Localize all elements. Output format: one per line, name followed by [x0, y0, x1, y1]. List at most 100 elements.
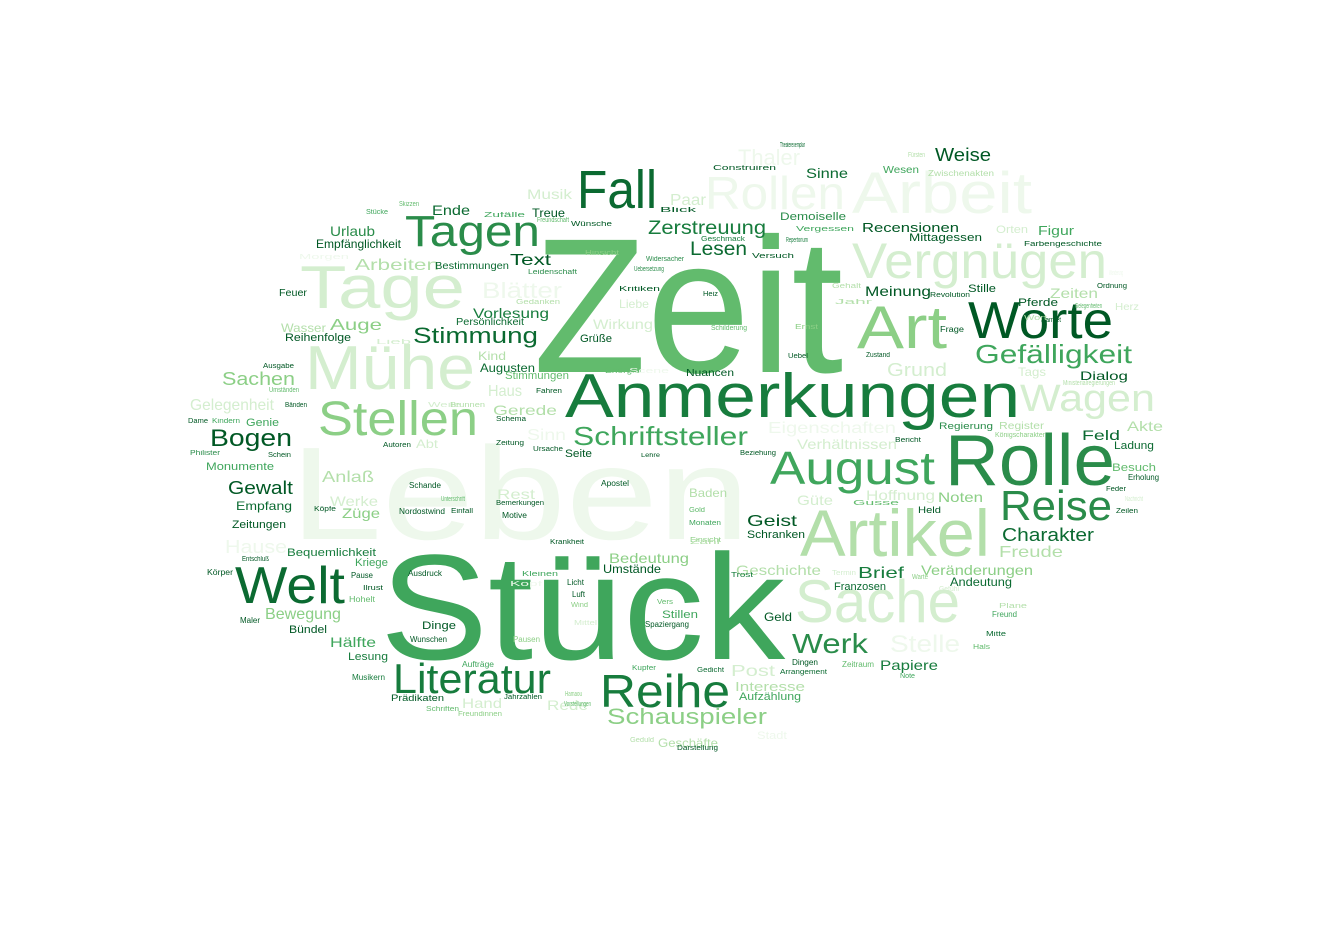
cloud-word: Rest	[497, 486, 536, 502]
cloud-word: Geld	[764, 610, 792, 624]
cloud-word: Arbeit	[852, 161, 1033, 226]
cloud-word: Tage	[300, 254, 465, 321]
cloud-word: Mitte	[986, 631, 1006, 638]
cloud-word: Augusten	[480, 361, 535, 375]
cloud-word: Seite	[565, 448, 593, 460]
cloud-word: Gedanken	[516, 299, 561, 306]
cloud-word: Genie	[246, 417, 279, 429]
cloud-word: Wünsche	[571, 221, 613, 228]
cloud-word: Hause	[225, 537, 288, 557]
cloud-word: Stille	[968, 283, 996, 295]
cloud-word: Kleinen	[522, 571, 558, 578]
cloud-word: Gedicht	[697, 667, 724, 674]
cloud-word: Umstände	[603, 562, 661, 576]
cloud-word: Bewegung	[265, 606, 342, 623]
cloud-word: Kupfer	[632, 665, 657, 672]
cloud-word: Stücke	[366, 209, 389, 216]
cloud-word: Termin	[832, 570, 856, 577]
cloud-word: Mittel	[574, 620, 597, 627]
cloud-word: Zeitung	[496, 440, 525, 447]
cloud-word: Gehalt	[832, 283, 861, 290]
cloud-word: Construiren	[713, 165, 777, 172]
cloud-word: Einfall	[451, 508, 473, 515]
cloud-word: Wanderung	[1109, 270, 1124, 277]
cloud-word: Thaler	[738, 145, 800, 170]
cloud-word: Gerede	[493, 402, 557, 418]
cloud-word: Versuch	[752, 253, 794, 260]
cloud-word: Philister	[190, 450, 221, 457]
cloud-word: Feuer	[279, 288, 308, 299]
cloud-word: Auge	[330, 317, 382, 334]
cloud-word: Herz	[1115, 302, 1139, 313]
cloud-word: Demoiselle	[780, 211, 847, 223]
cloud-word: Zahl	[690, 539, 721, 546]
cloud-word: Mühe	[305, 334, 475, 403]
cloud-word: Meinung	[865, 283, 932, 299]
cloud-word: Uebersetzung	[634, 266, 664, 273]
cloud-word: Bemerkungen	[496, 500, 544, 507]
cloud-word: Orten	[996, 224, 1029, 236]
cloud-word: Gewalt	[228, 478, 293, 498]
cloud-word: Treue	[532, 206, 566, 220]
cloud-word: Einsicht	[690, 537, 721, 544]
cloud-word: Frage	[940, 325, 965, 334]
cloud-word: Figur	[1038, 223, 1074, 238]
cloud-word: Post	[731, 663, 775, 680]
cloud-word: Schranken	[747, 529, 806, 541]
cloud-word: Schilderung	[711, 325, 748, 332]
cloud-word: Wagen	[1020, 378, 1155, 420]
cloud-word: Reise	[1000, 482, 1113, 529]
cloud-word: Rolle	[945, 421, 1115, 501]
cloud-word: Züge	[342, 505, 380, 521]
cloud-word: Monaten	[689, 520, 721, 527]
cloud-word: Licht	[567, 578, 585, 587]
cloud-word: Bericht	[895, 437, 922, 444]
cloud-word: Abt	[416, 437, 438, 451]
cloud-word: Zufälle	[484, 212, 526, 219]
cloud-word: Empfänglichkeit	[316, 237, 401, 251]
cloud-word: Apostel	[601, 479, 629, 488]
cloud-word: Farbengeschichte	[1024, 241, 1102, 248]
cloud-word: Interesse	[735, 679, 806, 694]
cloud-word: Prädikaten	[391, 693, 445, 703]
cloud-word: Fall	[577, 160, 657, 220]
cloud-word: Aufzählung	[739, 691, 801, 703]
cloud-word: Gold	[689, 507, 705, 514]
cloud-word: Jahrzahlen	[504, 694, 542, 701]
cloud-word: Ordnung	[1097, 283, 1128, 290]
cloud-word: Hals	[973, 644, 991, 651]
cloud-word: Geschichte	[736, 562, 821, 578]
cloud-word: Wirkung	[593, 316, 653, 332]
cloud-word: Musik	[527, 186, 573, 202]
cloud-word: Köpfe	[314, 506, 336, 513]
cloud-word: Freude	[999, 544, 1063, 561]
cloud-word: Note	[900, 673, 916, 680]
cloud-word: Vergessen	[796, 226, 855, 233]
cloud-word: Nordostwind	[399, 507, 445, 516]
cloud-word: Blick	[660, 207, 697, 214]
cloud-word: Werke	[330, 493, 379, 509]
cloud-word: Trost	[731, 572, 753, 579]
cloud-word: Pausen	[513, 635, 541, 644]
cloud-word: Stimmungen	[505, 370, 569, 382]
cloud-word: Ausgabe	[263, 363, 295, 370]
cloud-word: Anlaß	[322, 469, 374, 486]
cloud-word: Rollen	[705, 167, 845, 219]
cloud-word: Pferde	[1018, 297, 1059, 309]
cloud-word: Stück	[380, 523, 786, 691]
cloud-word: Feder	[1106, 486, 1126, 493]
cloud-word: Arrangement	[780, 669, 827, 676]
cloud-word: Hand	[462, 695, 502, 711]
cloud-word: Widersacher	[646, 256, 685, 263]
cloud-word: Zeitraum	[842, 660, 875, 669]
cloud-word: Hamaou	[565, 691, 582, 698]
cloud-word: Reihenfolge	[285, 332, 351, 344]
cloud-word: Revolution	[930, 292, 970, 299]
cloud-word: Nuancen	[686, 368, 734, 379]
cloud-word: Rede	[547, 697, 588, 713]
cloud-word: Literatur	[393, 655, 551, 702]
cloud-word: Zeit	[533, 198, 844, 413]
cloud-word: Ladung	[1114, 440, 1154, 452]
cloud-word: Energie	[605, 366, 640, 375]
cloud-word: Motive	[502, 511, 527, 520]
